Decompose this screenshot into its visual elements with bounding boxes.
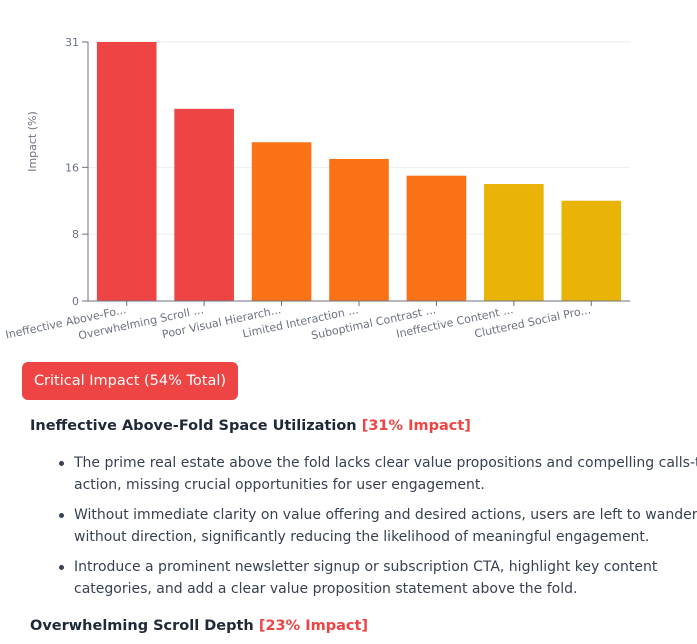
list-item: The prime real estate above the fold lac… <box>59 452 697 496</box>
issue-title: Ineffective Above-Fold Space Utilization… <box>30 418 471 434</box>
issue-title: Overwhelming Scroll Depth [23% Impact] <box>30 618 368 634</box>
issue-points-list: The prime real estate above the fold lac… <box>30 452 697 608</box>
y-axis-title: Impact (%) <box>26 111 39 172</box>
issue-impact: [23% Impact] <box>258 618 369 634</box>
bar <box>406 175 467 301</box>
issue-impact: [31% Impact] <box>361 418 471 434</box>
issue-title-text: Ineffective Above-Fold Space Utilization <box>30 418 357 434</box>
bar <box>561 200 622 301</box>
list-item: Without immediate clarity on value offer… <box>59 504 697 548</box>
y-tick-label: 8 <box>72 228 79 241</box>
critical-impact-badge[interactable]: Critical Impact (54% Total) <box>22 362 238 400</box>
issue-title-text: Overwhelming Scroll Depth <box>30 618 254 634</box>
bar <box>174 108 234 301</box>
y-tick-label: 0 <box>72 295 79 308</box>
y-tick-label: 16 <box>65 161 79 174</box>
bar <box>96 42 157 301</box>
bar <box>484 184 544 301</box>
bar <box>329 158 389 301</box>
bar <box>251 142 312 301</box>
list-item: Introduce a prominent newsletter signup … <box>59 556 697 600</box>
y-tick-label: 31 <box>65 36 79 49</box>
